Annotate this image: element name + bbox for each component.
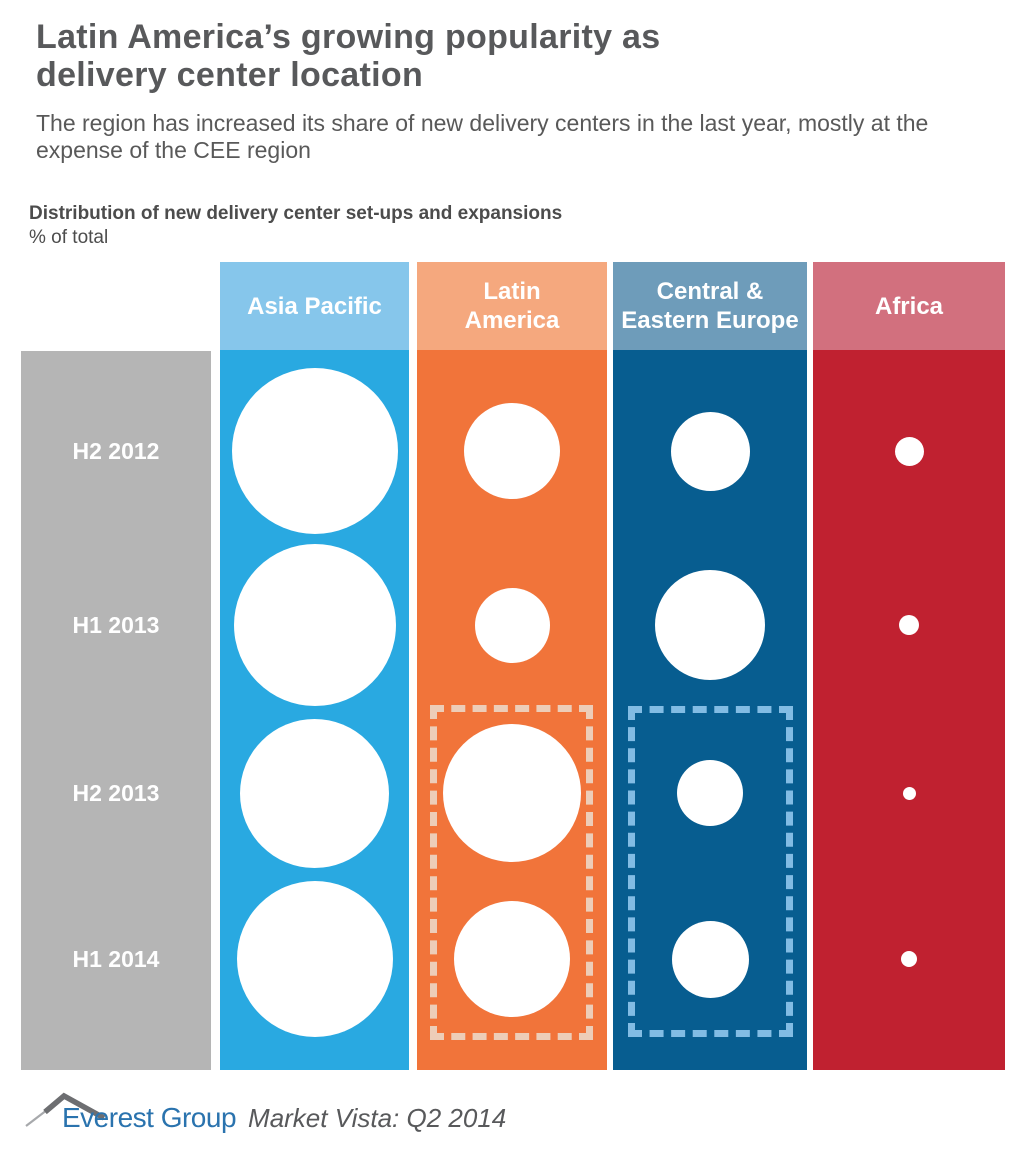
row-label-h1-2013: H1 2013 [72,612,160,638]
report-caption: Market Vista: Q2 2014 [248,1103,507,1133]
bubble-latin-america-h2-2013 [443,724,581,862]
page-title: Latin America’s growing popularity as de… [36,18,661,94]
bubble-central-eastern-europe-h1-2013 [655,570,765,680]
highlight-outline-central-eastern-europe [628,706,793,1037]
bubble-central-eastern-europe-h2-2013 [677,760,743,826]
chart-caption-unit: % of total [29,227,109,248]
chart-caption-title: Distribution of new delivery center set-… [29,203,563,224]
page-subtitle: The region has increased its share of ne… [36,110,929,163]
bubble-latin-america-h2-2012 [464,403,560,499]
bubble-africa-h1-2014 [901,951,917,967]
bubble-africa-h2-2013 [902,786,916,800]
bubble-latin-america-h1-2014 [454,901,570,1017]
bubble-asia-pacific-h2-2012 [231,368,398,534]
bubble-africa-h1-2013 [899,615,919,635]
highlight-outline-latin-america [430,705,593,1040]
row-label-h2-2013: H2 2013 [72,780,160,806]
column-header-central-eastern-europe: Central & Eastern Europe [613,262,807,350]
bubble-asia-pacific-h1-2013 [233,544,396,706]
brand-name: Everest Group [62,1102,237,1133]
row-label-h1-2014: H1 2014 [72,946,160,972]
row-label-h2-2012: H2 2012 [72,438,160,464]
bubble-central-eastern-europe-h1-2014 [671,920,749,998]
bubble-latin-america-h1-2013 [474,587,550,663]
bubble-asia-pacific-h2-2013 [240,718,389,868]
column-header-asia-pacific: Asia Pacific [220,262,409,350]
column-body-asia-pacific [220,350,409,1070]
footer: Everest Group Market Vista: Q2 2014 [62,1102,506,1134]
column-body-africa [813,350,1005,1070]
column-header-africa: Africa [813,262,1005,350]
column-header-latin-america: Latin America [417,262,607,350]
bubble-asia-pacific-h1-2014 [236,881,393,1037]
bubble-central-eastern-europe-h2-2012 [670,411,750,491]
everest-group-logo-icon [25,1092,106,1127]
row-label-column: H2 2012 H1 2013 H2 2013 H1 2014 [21,351,211,1070]
bubble-africa-h2-2012 [894,436,924,466]
